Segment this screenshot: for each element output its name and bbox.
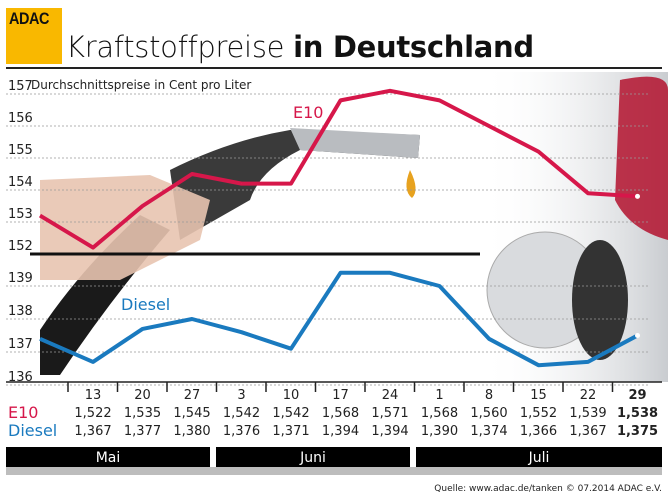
table-cell-diesel: 1,374 bbox=[470, 424, 507, 439]
table-cell-diesel: 1,394 bbox=[371, 424, 408, 439]
month-label: Juli bbox=[528, 450, 550, 466]
logo-text: ADAC bbox=[9, 9, 50, 28]
date-label: 20 bbox=[134, 388, 151, 403]
table-cell-e10: 1,522 bbox=[74, 406, 111, 421]
month-label: Mai bbox=[96, 450, 121, 466]
y-tick-label: 152 bbox=[8, 239, 33, 254]
month-bar bbox=[416, 447, 662, 467]
y-tick-label: 154 bbox=[8, 175, 33, 190]
table-cell-diesel: 1,380 bbox=[173, 424, 210, 439]
y-tick-label: 155 bbox=[8, 143, 33, 158]
fuel-inlet-icon bbox=[572, 240, 628, 360]
title-rule bbox=[6, 67, 662, 69]
table-cell-diesel: 1,367 bbox=[569, 424, 606, 439]
table-cell-e10: 1,538 bbox=[617, 406, 658, 421]
y-tick-label: 139 bbox=[8, 271, 33, 286]
car-taillight-icon bbox=[615, 76, 668, 241]
source-footer: Quelle: www.adac.de/tanken © 07.2014 ADA… bbox=[434, 484, 662, 494]
row-label-e10: E10 bbox=[8, 403, 38, 422]
table-cell-e10: 1,545 bbox=[173, 406, 210, 421]
y-tick-label: 157 bbox=[8, 79, 33, 94]
month-bar bbox=[6, 447, 210, 467]
table-cell-diesel: 1,371 bbox=[272, 424, 309, 439]
date-label: 3 bbox=[237, 388, 245, 403]
table-cell-diesel: 1,367 bbox=[74, 424, 111, 439]
y-tick-label: 156 bbox=[8, 111, 33, 126]
table-cell-e10: 1,560 bbox=[470, 406, 507, 421]
date-label: 24 bbox=[382, 388, 399, 403]
data-point bbox=[635, 193, 640, 199]
date-label: 22 bbox=[580, 388, 597, 403]
y-tick-label: 153 bbox=[8, 207, 33, 222]
date-label: 1 bbox=[435, 388, 443, 403]
table-cell-diesel: 1,375 bbox=[617, 424, 658, 439]
table-cell-diesel: 1,376 bbox=[223, 424, 260, 439]
date-label: 8 bbox=[485, 388, 493, 403]
table-cell-e10: 1,568 bbox=[322, 406, 359, 421]
table-cell-e10: 1,542 bbox=[223, 406, 260, 421]
date-label: 17 bbox=[332, 388, 349, 403]
adac-logo: ADAC bbox=[6, 8, 62, 64]
series-label-e10: E10 bbox=[293, 103, 323, 122]
y-tick-label: 138 bbox=[8, 304, 33, 319]
table-cell-e10: 1,552 bbox=[520, 406, 557, 421]
date-label: 13 bbox=[85, 388, 102, 403]
month-label: Juni bbox=[299, 450, 326, 466]
series-label-diesel: Diesel bbox=[121, 295, 170, 314]
date-label: 15 bbox=[530, 388, 547, 403]
date-label: 27 bbox=[184, 388, 201, 403]
month-bar bbox=[216, 447, 410, 467]
title-bold: in Deutschland bbox=[293, 30, 534, 64]
chart-subtitle: Durchschnittspreise in Cent pro Liter bbox=[31, 78, 251, 92]
month-bar-shadow bbox=[6, 467, 662, 475]
table-cell-diesel: 1,377 bbox=[124, 424, 161, 439]
page-title: Kraftstoffpreise in Deutschland bbox=[66, 30, 534, 64]
date-label: 10 bbox=[283, 388, 300, 403]
row-label-diesel: Diesel bbox=[8, 421, 57, 440]
y-tick-label: 137 bbox=[8, 337, 33, 352]
table-cell-diesel: 1,390 bbox=[421, 424, 458, 439]
title-light: Kraftstoffpreise bbox=[66, 30, 285, 64]
table-cell-e10: 1,535 bbox=[124, 406, 161, 421]
date-label: 29 bbox=[628, 388, 646, 403]
table-cell-e10: 1,539 bbox=[569, 406, 606, 421]
table-cell-diesel: 1,394 bbox=[322, 424, 359, 439]
fuel-nozzle-icon bbox=[40, 128, 420, 375]
table-cell-e10: 1,571 bbox=[371, 406, 408, 421]
data-point bbox=[635, 333, 640, 338]
table-cell-e10: 1,542 bbox=[272, 406, 309, 421]
table-cell-e10: 1,568 bbox=[421, 406, 458, 421]
table-cell-diesel: 1,366 bbox=[520, 424, 557, 439]
